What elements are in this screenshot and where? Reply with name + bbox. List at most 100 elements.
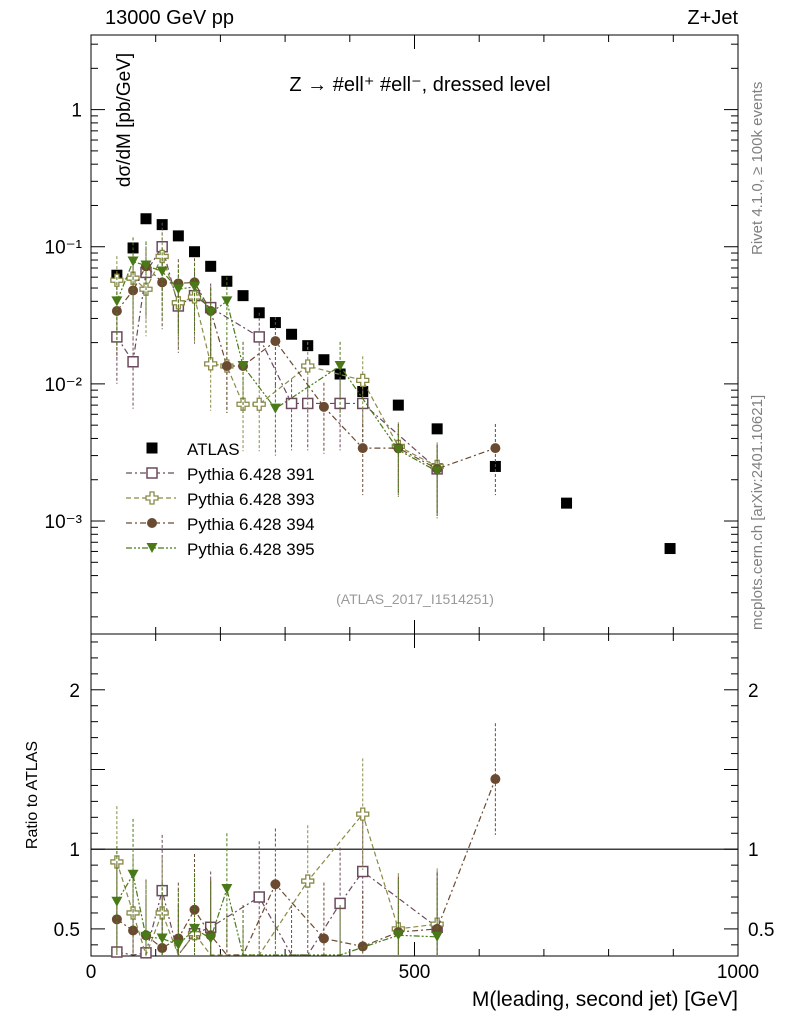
legend-entry-2: Pythia 6.428 393 [126,490,315,509]
data-point [664,543,676,555]
header-process-label: Z+Jet [687,7,738,29]
legend-label: ATLAS [187,440,240,459]
data-point [431,466,443,477]
ratio-y-axis-label: Ratio to ATLAS [24,741,41,849]
mcplots-label: mcplots.cern.ch [arXiv:2401.10621] [749,395,766,630]
data-point [269,403,281,414]
legend-marker [146,467,158,479]
ratio-tick-label-right: 2 [748,681,759,702]
data-point [318,401,329,412]
data-point [204,357,218,371]
data-point [111,305,122,316]
ratio-point [172,939,184,950]
data-point [205,260,217,272]
data-series [110,213,676,959]
data-point [392,399,404,411]
ratio-point [431,931,443,942]
data-point [205,307,217,318]
ratio-tick-label-right: 1 [748,840,759,861]
plot-title: Z → #ell⁺ #ell⁻, dressed level [289,74,550,96]
ratio-point [253,891,265,903]
data-point [431,423,443,435]
data-point [221,296,233,307]
data-point [140,213,152,225]
legend-marker [147,518,157,528]
ratio-point [111,896,123,907]
ratio-point [392,930,404,941]
data-point [172,230,184,242]
legend-entry-0: ATLAS [146,440,240,459]
x-tick-label: 0 [86,962,97,983]
data-point [156,266,168,277]
ratio-point [205,933,217,944]
data-point [285,397,298,410]
ratio-point [126,906,140,920]
y-tick-label: 1 [71,101,82,122]
data-point [490,443,501,454]
data-point [392,444,404,455]
data-point [189,281,201,292]
ratio-tick-label: 0.5 [54,920,80,941]
series-line-main [116,254,438,467]
data-point [189,246,201,258]
data-point [127,256,139,267]
ratio-point [356,807,370,821]
data-point [318,354,330,366]
data-point [237,361,249,372]
ratio-point [189,923,201,934]
data-point [127,356,139,368]
ratio-point [156,933,168,944]
legend-marker [145,491,159,505]
data-point [356,373,370,388]
data-point [253,331,265,343]
data-point [301,359,315,373]
y-axis-label: dσ/dM [pb/GeV] [114,53,135,187]
data-point [286,328,298,340]
legend-marker [146,442,158,454]
header-energy-label: 13000 GeV pp [105,7,234,29]
data-point [334,361,346,372]
ratio-point [490,774,501,785]
data-point [110,273,124,287]
x-tick-label: 1000 [717,962,759,983]
series-line-ratio [116,778,496,956]
legend-label: Pythia 6.428 394 [187,515,315,534]
ratio-point [356,865,369,878]
legend-label: Pythia 6.428 391 [187,465,315,484]
legend-entry-1: Pythia 6.428 391 [126,465,315,484]
y-tick-label: 10⁻² [45,375,83,396]
legend-marker [146,543,158,553]
x-tick-label: 500 [399,962,431,983]
y-tick-label: 10⁻¹ [45,238,83,259]
series-line-ratio [116,812,438,957]
ratio-tick-label-right: 0.5 [748,920,774,941]
ratio-point [221,884,233,895]
data-point [128,285,139,296]
ratio-point [301,874,315,888]
rivet-version-label: Rivet 4.1.0, ≥ 100k events [749,82,766,255]
legend-label: Pythia 6.428 393 [187,490,315,509]
data-point [252,397,266,411]
ratio-point [357,941,368,952]
legend-entry-4: Pythia 6.428 395 [126,540,315,559]
ratio-point [318,933,329,944]
ratio-point [111,914,122,925]
ratio-point [334,897,346,910]
data-point [140,260,152,271]
data-point [187,290,202,304]
data-point [302,340,314,352]
data-point [155,249,169,264]
ratio-point [270,879,281,890]
data-point [561,497,573,509]
analysis-watermark: (ATLAS_2017_I1514251) [336,591,494,607]
data-point [357,443,368,454]
data-point [172,284,184,295]
legend-entry-3: Pythia 6.428 394 [126,515,315,534]
data-point [221,275,233,287]
ratio-point [127,869,139,880]
legend: ATLAS Pythia 6.428 391 Pythia 6.428 393 Pyt… [126,440,315,559]
series-4 [111,237,443,956]
y-tick-label: 10⁻³ [45,512,83,533]
data-point [221,361,232,372]
